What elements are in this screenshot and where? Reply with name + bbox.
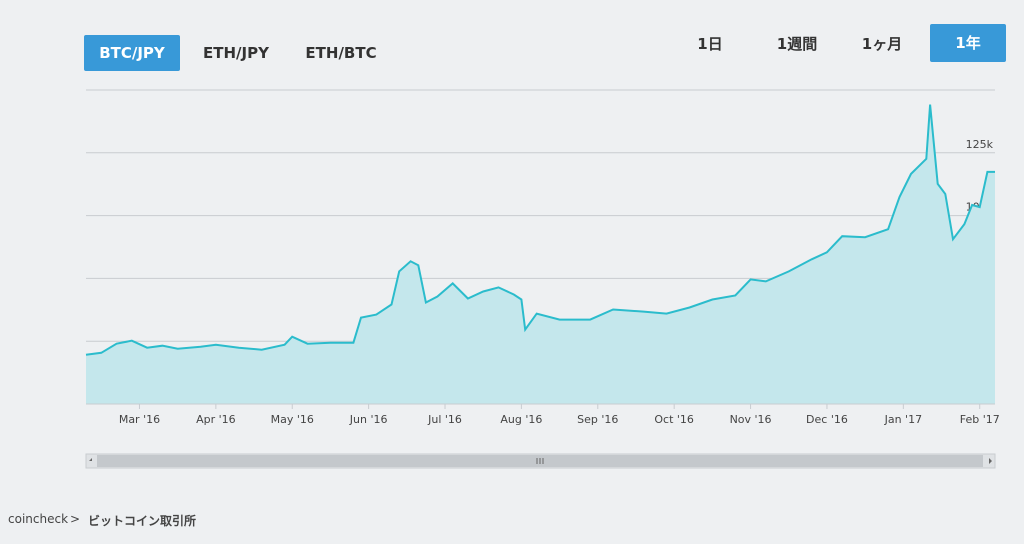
range-button[interactable]: 1年 <box>930 24 1006 62</box>
area <box>86 104 995 404</box>
pair-tab[interactable]: ETH/JPY <box>203 44 269 62</box>
pair-tab[interactable]: ETH/BTC <box>305 44 377 62</box>
line <box>85 104 995 356</box>
x-tick-label: Aug '16 <box>500 413 542 426</box>
x-tick-label: May '16 <box>271 413 314 426</box>
x-tick-label: Mar '16 <box>119 413 160 426</box>
range-button[interactable]: 1日 <box>697 35 723 53</box>
x-tick-label: Jul '16 <box>427 413 462 426</box>
breadcrumb-current: ビットコイン取引所 <box>88 514 197 528</box>
range-button[interactable]: 1週間 <box>776 35 818 53</box>
breadcrumb-link[interactable]: coincheck <box>8 512 69 526</box>
scroll-grip <box>536 458 544 464</box>
pair-tab[interactable]: BTC/JPY <box>84 35 180 71</box>
x-tick-label: Dec '16 <box>806 413 848 426</box>
x-tick-label: Nov '16 <box>730 413 772 426</box>
x-tick-label: Sep '16 <box>577 413 618 426</box>
x-tick-label: Jun '16 <box>349 413 388 426</box>
range-button[interactable]: 1ヶ月 <box>861 35 903 53</box>
x-tick-label: Apr '16 <box>196 413 236 426</box>
x-tick-label: Feb '17 <box>960 413 1000 426</box>
y-tick-label: 125k <box>966 138 994 151</box>
x-tick-label: Jan '17 <box>884 413 922 426</box>
breadcrumb-separator: > <box>70 512 81 526</box>
x-tick-label: Oct '16 <box>654 413 694 426</box>
